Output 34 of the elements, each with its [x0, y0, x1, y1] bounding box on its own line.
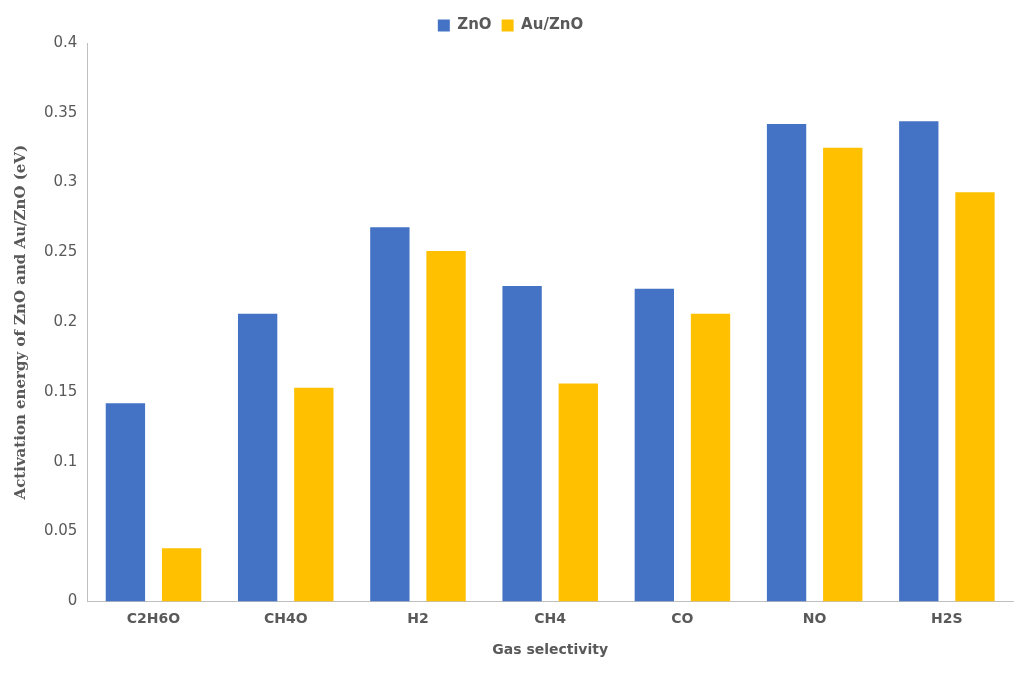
- y-tick-label: 0.3: [53, 172, 78, 191]
- y-tick-label: 0: [67, 591, 78, 610]
- x-axis-title: Gas selectivity: [492, 641, 609, 658]
- y-tick-label: 0.2: [53, 312, 78, 331]
- x-tick-label: CH4O: [263, 610, 308, 627]
- bar: [370, 227, 410, 602]
- y-tick-label: 0.15: [43, 381, 78, 400]
- legend-label: Au/ZnO: [521, 15, 584, 34]
- bar: [161, 548, 202, 602]
- x-tick-label: C2H6O: [126, 610, 181, 627]
- y-tick-label: 0.25: [43, 242, 78, 261]
- legend-label: ZnO: [457, 15, 492, 34]
- bar: [766, 123, 807, 602]
- y-tick-label: 0.4: [53, 32, 78, 51]
- x-tick-label: CH4: [534, 610, 567, 627]
- bar: [105, 403, 146, 602]
- bar: [426, 251, 466, 602]
- bar: [634, 288, 674, 602]
- bar: [823, 147, 863, 602]
- bar: [294, 387, 334, 602]
- bar: [237, 313, 278, 602]
- y-axis-title: Activation energy of ZnO and Au/ZnO (eV): [10, 144, 29, 501]
- bar: [955, 192, 995, 602]
- x-tick-label: H2: [407, 610, 429, 627]
- x-tick-label: H2S: [931, 610, 963, 627]
- y-tick-label: 0.1: [53, 451, 78, 470]
- bar: [558, 383, 598, 602]
- y-tick-label: 0.35: [43, 102, 78, 121]
- x-tick-label: NO: [802, 610, 827, 627]
- bar: [899, 121, 939, 602]
- y-tick-label: 0.05: [43, 521, 78, 540]
- bar: [690, 313, 731, 602]
- x-tick-label: CO: [671, 610, 694, 627]
- bar: [502, 285, 542, 602]
